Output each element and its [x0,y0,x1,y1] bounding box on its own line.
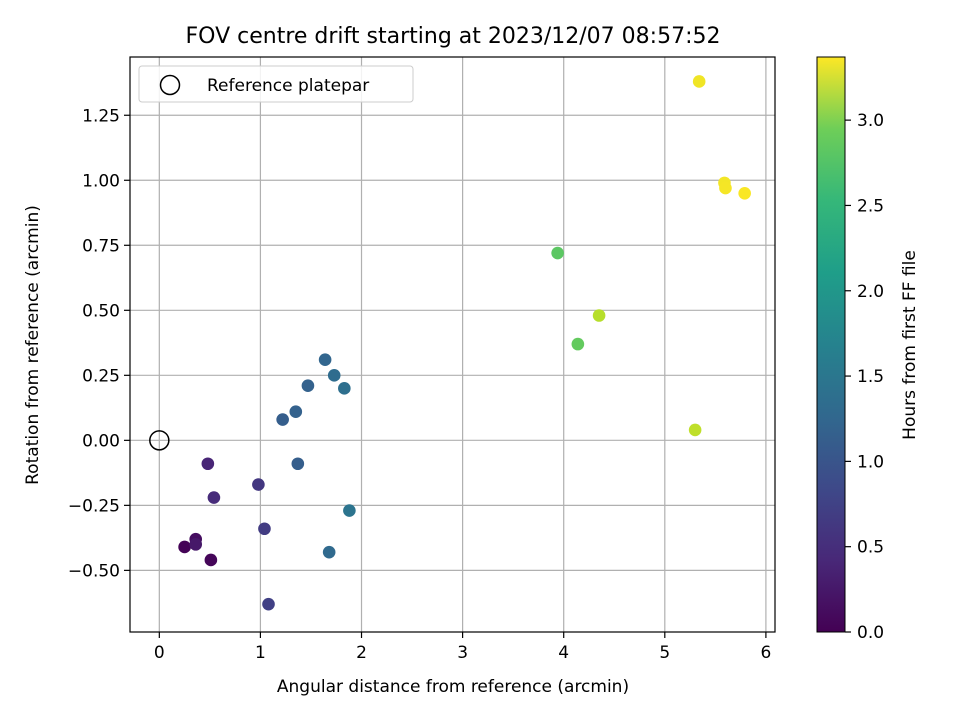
data-point [692,75,706,88]
x-tick-label: 6 [760,643,771,663]
y-tick-label: 0.00 [82,431,120,451]
data-point [327,369,341,382]
data-point [291,457,305,471]
data-point [301,379,315,393]
data-point [201,457,215,471]
data-point [258,522,271,536]
x-tick-label: 2 [356,643,367,663]
plot-frame [129,56,776,633]
data-point [189,538,203,551]
data-point [207,491,221,504]
y-tick-label: 0.25 [82,366,120,386]
y-tick-label: 1.25 [82,106,120,126]
x-tick-label: 3 [457,643,468,663]
data-point [338,382,351,395]
grid-lines [130,57,775,632]
colorbar-label: Hours from first FF file [900,250,920,440]
colorbar-tick-label: 2.0 [857,282,884,302]
colorbar-tick-label: 0.5 [857,538,884,558]
data-point [719,181,732,195]
legend: Reference platepar [138,65,414,103]
y-tick-label: 0.75 [82,236,120,256]
x-tick-label: 0 [154,643,165,663]
y-tick-label: −0.50 [68,561,120,581]
y-axis-label: Rotation from reference (arcmin) [23,205,43,485]
colorbar: 0.0 0.5 1.0 1.5 2.0 2.5 3.0 Hours from first F… [816,56,920,643]
data-point [178,540,191,554]
y-tick-label: 0.50 [82,301,120,321]
y-tick-label: −0.25 [68,496,120,516]
data-point [738,186,751,200]
data-point [289,405,303,419]
y-tick-label: 1.00 [82,171,120,191]
legend-marker [159,74,181,96]
colorbar-tick-label: 3.0 [857,111,884,131]
data-point [322,545,336,559]
x-axis-label: Angular distance from reference (arcmin) [277,677,629,697]
data-point [571,337,585,351]
chart-title: FOV centre drift starting at 2023/12/07 … [186,24,721,49]
data-point [204,553,218,567]
colorbar-tick-label: 2.5 [857,196,884,216]
data-point [252,478,265,491]
data-points [178,75,751,611]
colorbar-gradient [816,56,846,633]
colorbar-tick-label: 0.0 [857,623,884,643]
data-point [551,246,564,260]
x-tick-label: 1 [255,643,266,663]
data-point [276,413,289,426]
data-point [592,309,606,322]
legend-label: Reference platepar [207,76,369,96]
x-tick-label: 5 [659,643,670,663]
y-axis-ticks: −0.50 −0.25 0.00 0.25 0.50 0.75 1.00 1.25 [68,106,130,581]
x-tick-label: 4 [558,643,569,663]
reference-point-marker [149,430,170,451]
x-axis-ticks: 0 1 2 3 4 5 6 [154,632,771,663]
colorbar-tick-label: 1.0 [857,452,884,472]
colorbar-tick-label: 1.5 [857,367,884,387]
data-point [343,504,356,517]
data-point [318,353,332,367]
colorbar-ticks: 0.0 0.5 1.0 1.5 2.0 2.5 3.0 [845,111,884,643]
legend-box [138,65,414,103]
data-point [688,423,702,437]
data-point [262,597,275,611]
